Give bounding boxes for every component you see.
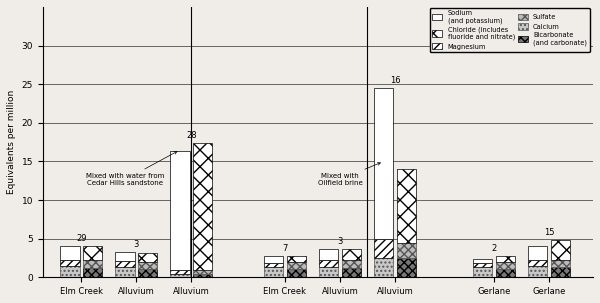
- Bar: [397, 243, 416, 258]
- Bar: [115, 261, 134, 267]
- Bar: [341, 268, 361, 277]
- Text: 3: 3: [337, 237, 343, 246]
- Bar: [473, 267, 493, 277]
- Text: 15: 15: [544, 228, 554, 237]
- Bar: [397, 169, 416, 243]
- Text: 7: 7: [282, 245, 287, 253]
- Bar: [528, 246, 547, 260]
- Bar: [319, 267, 338, 277]
- Bar: [319, 249, 338, 260]
- Text: Mixed with
Oilfield brine: Mixed with Oilfield brine: [317, 163, 380, 186]
- Bar: [83, 260, 102, 268]
- Bar: [287, 256, 306, 262]
- Bar: [138, 253, 157, 262]
- Text: 28: 28: [186, 131, 197, 140]
- Bar: [551, 240, 570, 260]
- Bar: [138, 262, 157, 269]
- Bar: [496, 256, 515, 262]
- Bar: [264, 263, 283, 267]
- Bar: [374, 88, 393, 239]
- Bar: [528, 260, 547, 266]
- Bar: [374, 239, 393, 258]
- Text: 29: 29: [76, 234, 86, 243]
- Text: 16: 16: [389, 76, 400, 85]
- Bar: [341, 260, 361, 268]
- Bar: [551, 260, 570, 267]
- Bar: [473, 263, 493, 267]
- Bar: [83, 268, 102, 277]
- Text: 2: 2: [491, 245, 497, 253]
- Bar: [61, 266, 80, 277]
- Bar: [287, 262, 306, 269]
- Bar: [496, 262, 515, 269]
- Bar: [397, 258, 416, 277]
- Bar: [193, 270, 212, 274]
- Bar: [115, 252, 134, 261]
- Bar: [496, 269, 515, 277]
- Bar: [170, 274, 190, 277]
- Y-axis label: Equivalents per million: Equivalents per million: [7, 90, 16, 194]
- Bar: [193, 143, 212, 270]
- Bar: [138, 269, 157, 277]
- Bar: [319, 260, 338, 267]
- Bar: [83, 246, 102, 260]
- Bar: [193, 274, 212, 277]
- Text: 3: 3: [134, 240, 139, 249]
- Bar: [287, 269, 306, 277]
- Bar: [264, 256, 283, 263]
- Bar: [61, 260, 80, 266]
- Bar: [61, 246, 80, 260]
- Bar: [170, 270, 190, 274]
- Bar: [264, 267, 283, 277]
- Bar: [473, 259, 493, 263]
- Bar: [551, 267, 570, 277]
- Bar: [115, 267, 134, 277]
- Bar: [374, 258, 393, 277]
- Bar: [341, 249, 361, 260]
- Bar: [528, 266, 547, 277]
- Bar: [170, 151, 190, 270]
- Legend: Sodium
(and potassium), Chloride (includes
fluoride and nitrate), Magnesium, Sul: Sodium (and potassium), Chloride (includ…: [430, 8, 590, 52]
- Text: Mixed with water from
Cedar Hills sandstone: Mixed with water from Cedar Hills sandst…: [86, 152, 177, 186]
